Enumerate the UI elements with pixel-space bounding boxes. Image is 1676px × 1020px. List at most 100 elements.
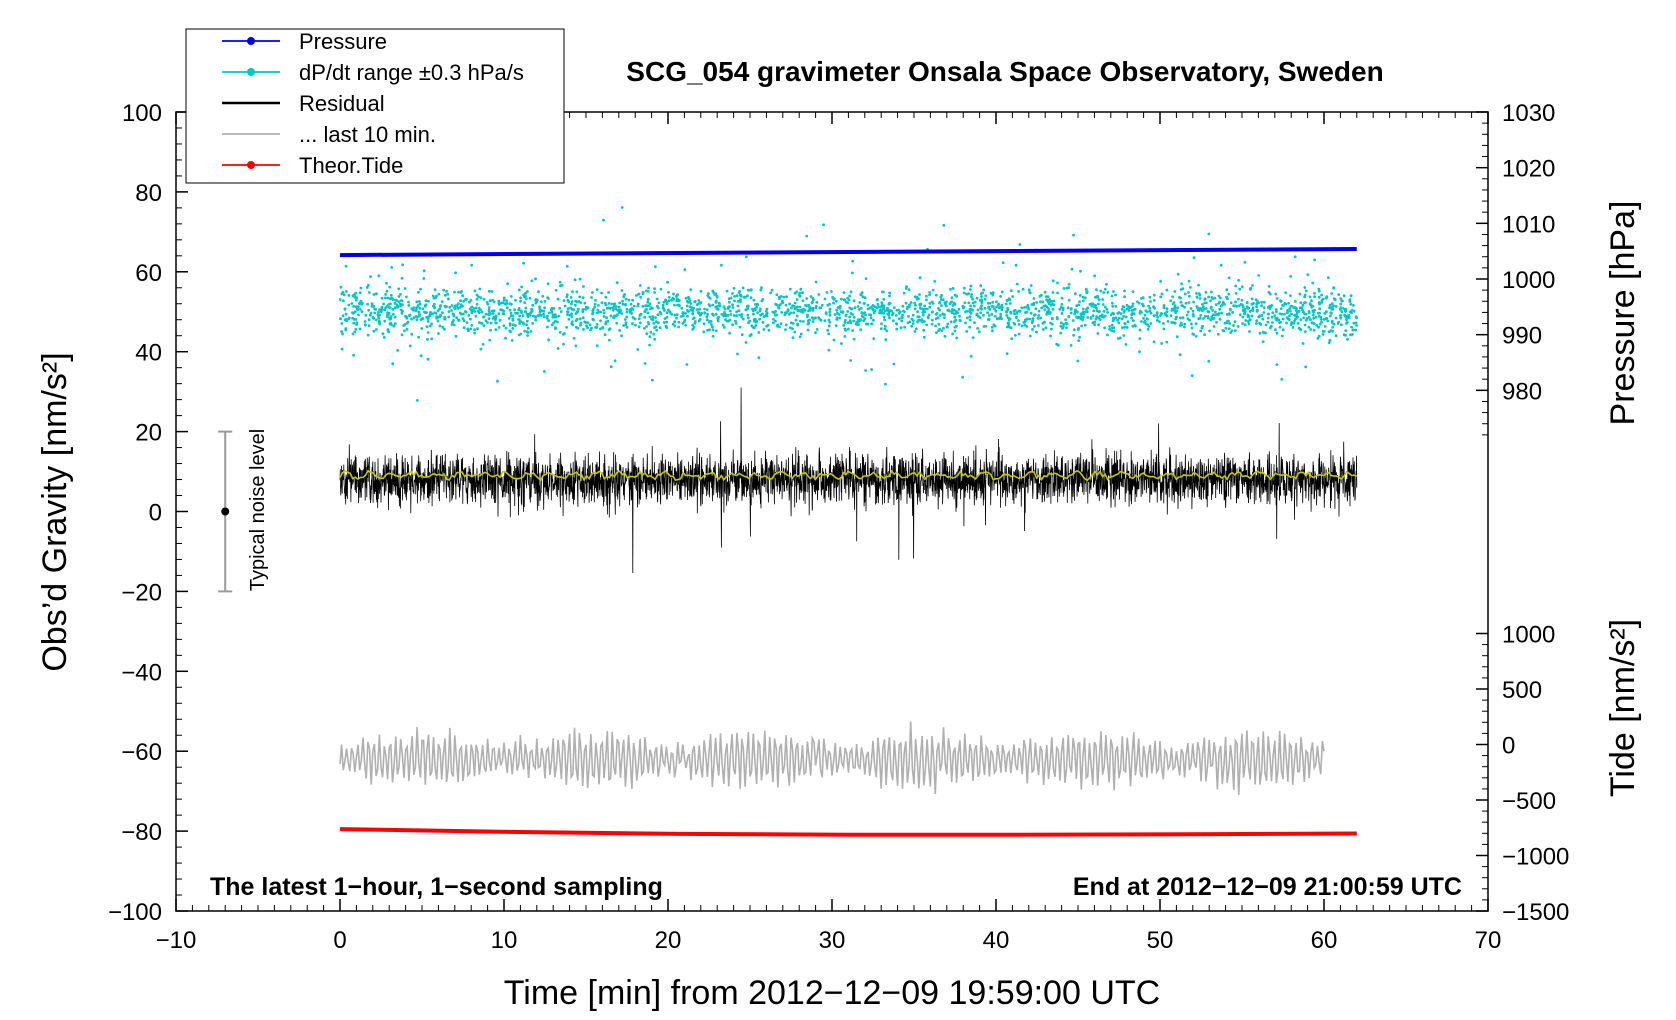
dpdt-point [983, 297, 987, 301]
dpdt-point [488, 310, 491, 314]
dpdt-point [1195, 292, 1198, 295]
dpdt-point [639, 312, 643, 316]
dpdt-point [431, 312, 434, 316]
dpdt-point [759, 288, 763, 292]
dpdt-point [480, 322, 484, 325]
dpdt-point [423, 304, 427, 308]
dpdt-point [400, 276, 404, 280]
dpdt-point [441, 325, 445, 329]
dpdt-point [800, 308, 804, 312]
dpdt-point [1345, 322, 1348, 325]
legend-box [185, 28, 565, 184]
dpdt-point [436, 309, 440, 313]
dpdt-point [632, 304, 636, 308]
dpdt-point [667, 295, 671, 299]
dpdt-point [1279, 307, 1283, 310]
dpdt-point [1218, 307, 1222, 311]
dpdt-point [344, 312, 348, 316]
dpdt-point [622, 324, 625, 327]
dpdt-point [1352, 309, 1356, 313]
dpdt-point [442, 288, 445, 292]
dpdt-point [717, 304, 721, 308]
dpdt-point [397, 287, 401, 291]
dpdt-point [1296, 310, 1300, 314]
dpdt-point [1014, 333, 1017, 337]
dpdt-point [1010, 337, 1014, 341]
dpdt-point [583, 301, 587, 305]
dpdt-point [1262, 306, 1266, 309]
dpdt-point [684, 324, 688, 327]
dpdt-point [1095, 306, 1098, 310]
dpdt-point [1345, 316, 1348, 320]
legend-label: ... last 10 min. [299, 122, 436, 147]
y-axis-label-left: Obs’d Gravity [nm/s²] [36, 352, 74, 671]
dpdt-point [957, 307, 961, 311]
dpdt-point [1041, 300, 1045, 304]
dpdt-point [711, 303, 715, 307]
dpdt-point [573, 278, 577, 282]
dpdt-point [828, 302, 831, 306]
dpdt-point [1202, 317, 1205, 320]
dpdt-point [722, 305, 726, 309]
dpdt-point [736, 300, 740, 303]
dpdt-point [610, 302, 614, 306]
dpdt-point [1192, 300, 1195, 304]
dpdt-point [1198, 316, 1202, 320]
dpdt-point [1091, 314, 1095, 317]
dpdt-point [623, 293, 626, 296]
dpdt-point [457, 318, 460, 322]
dpdt-point [643, 327, 646, 330]
dpdt-point [937, 322, 941, 326]
dpdt-point [772, 311, 776, 314]
dpdt-point [1043, 290, 1047, 294]
dpdt-point [851, 259, 855, 263]
dpdt-point [588, 323, 592, 327]
dpdt-point [542, 370, 546, 373]
dpdt-point [1227, 319, 1230, 323]
dpdt-point [347, 303, 351, 307]
dpdt-point [1111, 319, 1115, 323]
dpdt-point [475, 297, 479, 301]
dpdt-point [1024, 311, 1027, 314]
dpdt-point [875, 306, 879, 310]
dpdt-point [1236, 325, 1240, 328]
dpdt-point [506, 282, 510, 286]
dpdt-point [1059, 305, 1063, 309]
dpdt-point [1219, 263, 1223, 267]
dpdt-point [1278, 321, 1281, 324]
dpdt-point [351, 311, 355, 315]
dpdt-point [664, 325, 668, 328]
dpdt-point [1310, 305, 1313, 309]
dpdt-point [521, 314, 525, 318]
dpdt-point [659, 287, 663, 291]
dpdt-point [354, 298, 358, 302]
dpdt-point [377, 313, 381, 317]
dpdt-point [600, 291, 603, 295]
dpdt-point [530, 279, 534, 283]
dpdt-point [1106, 310, 1109, 314]
dpdt-point [613, 359, 617, 363]
dpdt-point [864, 369, 867, 372]
dpdt-point [1221, 329, 1225, 332]
dpdt-point [631, 316, 635, 320]
dpdt-point [993, 324, 997, 328]
dpdt-point [590, 326, 593, 330]
dpdt-point [1194, 334, 1198, 338]
dpdt-point [504, 336, 507, 340]
dpdt-point [675, 313, 679, 317]
dpdt-point [1143, 313, 1147, 317]
dpdt-point [1013, 322, 1017, 326]
dpdt-point [711, 312, 714, 316]
dpdt-point [969, 288, 972, 291]
dpdt-point [940, 329, 944, 333]
dpdt-point [1348, 310, 1352, 314]
dpdt-point [1273, 314, 1277, 318]
dpdt-point [1060, 296, 1064, 300]
pressure-tick-label: 1000 [1502, 267, 1555, 294]
dpdt-point [400, 311, 404, 315]
dpdt-point [792, 311, 795, 315]
dpdt-point [403, 287, 407, 290]
tide-tick-label: −500 [1502, 788, 1556, 815]
dpdt-point [1223, 321, 1227, 325]
dpdt-point [674, 295, 678, 298]
